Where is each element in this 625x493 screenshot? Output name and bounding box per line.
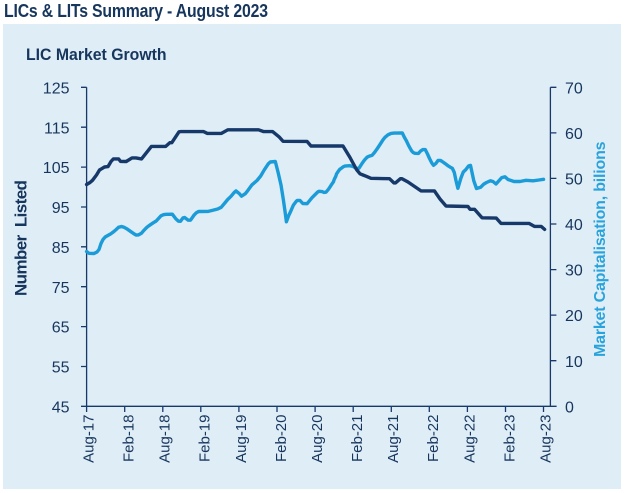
svg-text:Feb-21: Feb-21 [349,415,366,463]
svg-text:Feb-18: Feb-18 [121,415,138,463]
svg-text:55: 55 [52,360,70,377]
svg-text:40: 40 [565,217,583,234]
svg-text:0: 0 [565,399,574,416]
svg-text:Aug-22: Aug-22 [461,415,478,463]
svg-text:125: 125 [43,80,70,97]
svg-text:105: 105 [43,160,70,177]
svg-text:Feb-19: Feb-19 [197,415,214,463]
svg-text:Number Listed: Number Listed [12,180,31,296]
svg-text:Market Capitalisation, bilions: Market Capitalisation, bilions [592,141,609,357]
svg-text:Aug-23: Aug-23 [537,415,554,463]
svg-text:Feb-22: Feb-22 [425,415,442,463]
svg-text:85: 85 [52,240,70,257]
svg-text:Aug-18: Aug-18 [157,415,174,463]
svg-text:Feb-23: Feb-23 [501,415,518,463]
svg-text:Feb-20: Feb-20 [273,415,290,463]
svg-text:75: 75 [52,280,70,297]
svg-text:10: 10 [565,354,583,371]
svg-text:70: 70 [565,80,583,97]
svg-text:Aug-17: Aug-17 [81,415,98,463]
svg-text:45: 45 [52,399,70,416]
svg-text:60: 60 [565,126,583,143]
svg-text:20: 20 [565,308,583,325]
svg-text:50: 50 [565,172,583,189]
svg-text:65: 65 [52,320,70,337]
svg-text:Aug-19: Aug-19 [233,415,250,463]
svg-text:30: 30 [565,263,583,280]
svg-text:Aug-20: Aug-20 [309,415,326,463]
svg-text:115: 115 [44,120,70,137]
svg-text:95: 95 [52,200,70,217]
svg-text:Aug-21: Aug-21 [385,415,402,463]
